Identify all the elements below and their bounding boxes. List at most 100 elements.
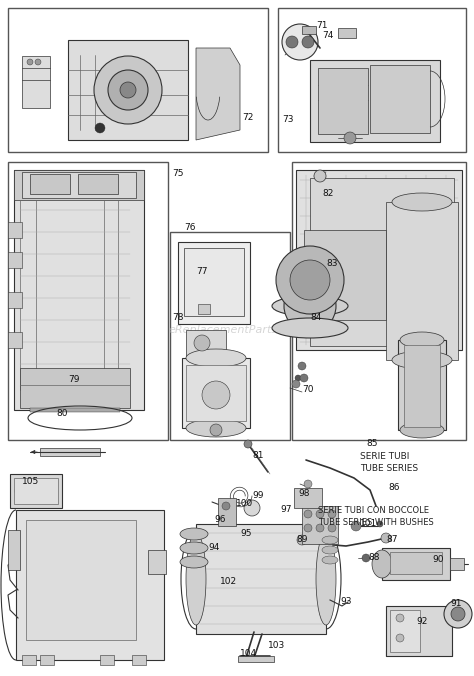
Text: 100: 100	[236, 500, 253, 508]
Circle shape	[316, 510, 324, 518]
Circle shape	[244, 500, 260, 516]
Text: 87: 87	[386, 535, 398, 544]
Bar	[30, 408, 120, 412]
Ellipse shape	[186, 419, 246, 437]
Circle shape	[295, 375, 301, 381]
Text: 93: 93	[340, 598, 352, 606]
Circle shape	[444, 600, 472, 628]
Circle shape	[194, 335, 210, 351]
Text: 82: 82	[322, 189, 333, 199]
Circle shape	[202, 381, 230, 409]
Text: 89: 89	[296, 535, 308, 544]
Circle shape	[282, 24, 318, 60]
Circle shape	[222, 502, 230, 510]
Text: 104: 104	[240, 650, 257, 658]
Text: 84: 84	[310, 314, 321, 322]
Bar	[22, 655, 36, 665]
Bar	[10, 474, 62, 508]
Text: 92: 92	[416, 617, 428, 627]
Bar	[40, 448, 100, 456]
Bar	[182, 358, 250, 428]
Bar	[198, 304, 210, 314]
Circle shape	[95, 123, 105, 133]
Circle shape	[328, 510, 336, 518]
Text: 76: 76	[184, 224, 195, 233]
Text: 90: 90	[432, 556, 444, 564]
Text: 72: 72	[242, 114, 254, 122]
Circle shape	[298, 362, 306, 370]
Bar	[310, 60, 440, 142]
Circle shape	[302, 36, 314, 48]
Circle shape	[396, 614, 404, 622]
Bar	[8, 222, 22, 238]
Bar	[382, 548, 450, 580]
Bar	[26, 520, 136, 640]
Circle shape	[35, 484, 49, 498]
Bar	[302, 26, 316, 34]
Bar	[178, 242, 250, 324]
Text: 79: 79	[68, 375, 80, 385]
Bar	[8, 530, 20, 570]
Ellipse shape	[322, 556, 338, 564]
Circle shape	[351, 521, 361, 531]
Text: 77: 77	[196, 268, 208, 276]
Bar	[16, 510, 164, 660]
Text: 88: 88	[368, 554, 380, 562]
Text: 71: 71	[316, 22, 328, 30]
Bar	[30, 174, 70, 194]
Text: eReplacementParts.com: eReplacementParts.com	[169, 325, 305, 335]
Text: 103: 103	[268, 642, 285, 650]
Circle shape	[328, 524, 336, 532]
Ellipse shape	[400, 422, 444, 438]
Bar	[184, 248, 244, 316]
Ellipse shape	[180, 542, 208, 554]
Circle shape	[286, 36, 298, 48]
Circle shape	[210, 424, 222, 436]
Circle shape	[396, 634, 404, 642]
Ellipse shape	[392, 351, 452, 369]
Text: 91: 91	[450, 600, 462, 608]
Text: 86: 86	[388, 483, 400, 493]
Bar	[338, 28, 356, 38]
Circle shape	[314, 170, 326, 182]
Text: 105: 105	[22, 477, 39, 487]
Text: 73: 73	[282, 116, 293, 124]
Text: 81: 81	[252, 452, 264, 460]
Circle shape	[344, 132, 356, 144]
Circle shape	[108, 70, 148, 110]
Bar	[186, 330, 226, 356]
Bar	[68, 40, 188, 140]
Circle shape	[27, 59, 33, 65]
Bar	[8, 292, 22, 308]
Bar	[14, 478, 58, 504]
Ellipse shape	[322, 546, 338, 554]
Bar	[302, 506, 338, 544]
Text: 102: 102	[220, 577, 237, 587]
Ellipse shape	[392, 193, 452, 211]
Text: 85: 85	[366, 439, 377, 448]
Bar	[310, 178, 454, 346]
Polygon shape	[196, 48, 240, 140]
Bar	[8, 252, 22, 268]
Text: 96: 96	[214, 516, 226, 525]
Text: 98: 98	[298, 489, 310, 498]
Circle shape	[292, 380, 300, 388]
Circle shape	[120, 82, 136, 98]
Ellipse shape	[284, 280, 336, 332]
Bar	[8, 332, 22, 348]
Bar	[132, 655, 146, 665]
Circle shape	[304, 510, 312, 518]
Bar	[294, 488, 322, 508]
Bar	[218, 498, 236, 526]
Circle shape	[377, 521, 383, 527]
Circle shape	[35, 59, 41, 65]
Bar	[40, 655, 54, 665]
Bar	[386, 606, 452, 656]
Text: 97: 97	[280, 506, 292, 514]
Ellipse shape	[272, 318, 348, 338]
Ellipse shape	[180, 556, 208, 568]
Bar	[404, 345, 440, 427]
Text: 101: 101	[360, 519, 377, 529]
Bar	[296, 170, 462, 350]
Ellipse shape	[322, 536, 338, 544]
